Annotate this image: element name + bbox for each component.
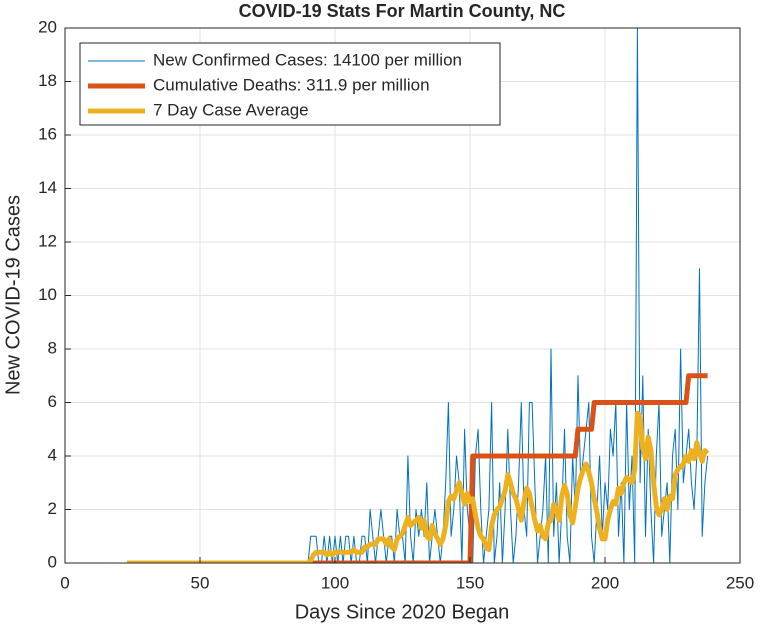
- y-tick-label: 10: [38, 285, 57, 304]
- y-tick-label: 18: [38, 71, 57, 90]
- y-tick-label: 14: [38, 178, 57, 197]
- legend-label: Cumulative Deaths: 311.9 per million: [153, 75, 430, 94]
- y-axis-label: New COVID-19 Cases: [2, 195, 24, 395]
- legend-box: [79, 42, 501, 126]
- x-tick-label: 150: [456, 573, 484, 592]
- y-tick-label: 4: [48, 445, 57, 464]
- x-tick-label: 50: [191, 573, 210, 592]
- x-axis-label: Days Since 2020 Began: [295, 601, 510, 623]
- y-tick-label: 8: [48, 338, 57, 357]
- x-tick-label: 100: [321, 573, 349, 592]
- x-tick-label: 250: [726, 573, 754, 592]
- legend-label: New Confirmed Cases: 14100 per million: [153, 50, 462, 69]
- x-tick-label: 0: [60, 573, 69, 592]
- y-tick-label: 0: [48, 552, 57, 571]
- y-tick-label: 12: [38, 231, 57, 250]
- series-line: [127, 410, 710, 563]
- chart-title: COVID-19 Stats For Martin County, NC: [239, 1, 566, 21]
- y-tick-label: 16: [38, 124, 57, 143]
- legend-label: 7 Day Case Average: [153, 100, 309, 119]
- y-tick-label: 2: [48, 499, 57, 518]
- y-tick-label: 20: [38, 17, 57, 36]
- x-tick-label: 200: [591, 573, 619, 592]
- series-line: [310, 373, 708, 563]
- y-tick-label: 6: [48, 392, 57, 411]
- series-line: [127, 28, 709, 563]
